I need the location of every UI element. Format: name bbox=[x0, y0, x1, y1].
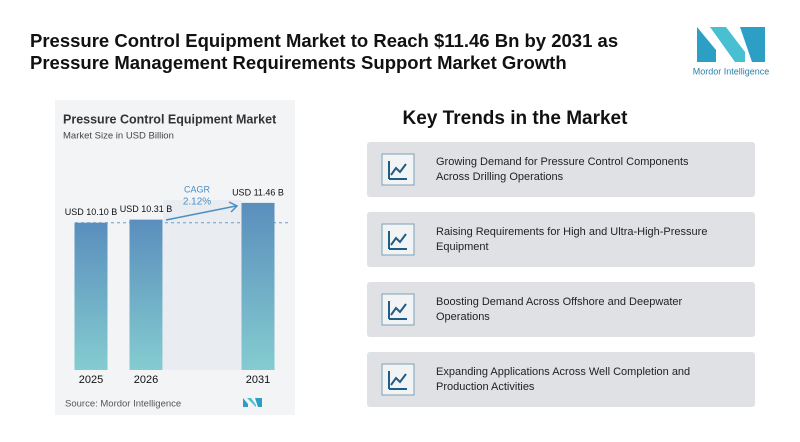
trend-card bbox=[367, 212, 755, 267]
trend-text: Growing Demand for Pressure Control Comp… bbox=[436, 156, 689, 168]
x-tick-label: 2026 bbox=[134, 374, 158, 386]
trend-icon bbox=[388, 231, 407, 250]
x-tick-label: 2031 bbox=[246, 374, 270, 386]
bar bbox=[129, 219, 163, 370]
value-label: USD 10.10 B bbox=[65, 207, 118, 217]
value-label: USD 11.46 B bbox=[232, 187, 284, 197]
x-tick-label: 2025 bbox=[79, 374, 103, 386]
trend-icon bbox=[388, 371, 407, 390]
trends-title: Key Trends in the Market bbox=[403, 108, 629, 129]
value-label: USD 10.31 B bbox=[120, 204, 173, 214]
trend-text: Equipment bbox=[436, 241, 489, 253]
logo-text: Mordor Intelligence bbox=[693, 66, 770, 76]
chart-title: Pressure Control Equipment Market bbox=[63, 112, 277, 126]
source: Source: Mordor Intelligence bbox=[65, 399, 181, 410]
bar bbox=[74, 222, 108, 370]
cagr-value: 2.12% bbox=[183, 197, 211, 208]
trend-text: Raising Requirements for High and Ultra-… bbox=[436, 226, 707, 238]
logo: Mordor Intelligence bbox=[693, 27, 770, 76]
gap-band bbox=[163, 200, 242, 370]
chart-subtitle: Market Size in USD Billion bbox=[63, 131, 174, 142]
trend-text: Across Drilling Operations bbox=[436, 171, 564, 183]
trend-text: Expanding Applications Across Well Compl… bbox=[436, 366, 690, 378]
cagr-label: CAGR bbox=[184, 184, 211, 194]
trend-text: Boosting Demand Across Offshore and Deep… bbox=[436, 296, 683, 308]
cagr-arrow bbox=[165, 201, 239, 221]
trend-card bbox=[367, 142, 755, 197]
trend-icon bbox=[388, 161, 407, 180]
trend-text: Operations bbox=[436, 311, 490, 323]
title-line: Pressure Control Equipment Market to Rea… bbox=[30, 30, 618, 51]
source-logo bbox=[243, 398, 262, 407]
trend-card bbox=[367, 352, 755, 407]
trend-text: Production Activities bbox=[436, 381, 535, 393]
bar bbox=[241, 202, 275, 370]
trend-card bbox=[367, 282, 755, 337]
trend-icon bbox=[388, 301, 407, 320]
title-line: Pressure Management Requirements Support… bbox=[30, 52, 567, 73]
